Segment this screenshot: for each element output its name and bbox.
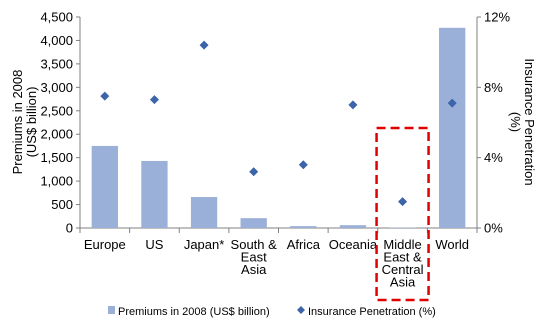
bar-6 [339,225,367,228]
category-label-1: Europe [84,237,126,252]
right-tick-label: 0% [484,221,503,236]
right-tick-label: 8% [484,80,503,95]
category-label-5: Africa [287,237,321,252]
bar-5 [290,226,317,228]
category-label-line: US [145,237,163,252]
bar-4 [240,218,267,228]
left-tick-label: 500 [51,197,73,212]
category-label-3: Japan* [184,237,224,252]
point-8 [447,98,457,108]
category-label-line: Middle [383,237,421,252]
point-1 [100,91,110,101]
category-label-line: East [241,250,267,265]
left-tick-label: 4,500 [40,10,73,25]
left-tick-label: 2,500 [40,103,73,118]
bar-2 [141,160,168,228]
right-axis-title-line: Insurance Penetration [522,58,537,185]
bar-1 [91,145,118,228]
right-axis-title: Insurance Penetration(%) [508,58,537,185]
category-label-line: Europe [84,237,126,252]
category-label-line: Japan* [184,237,224,252]
left-tick-label: 1,500 [40,150,73,165]
category-label-4: South & East Asia [231,237,278,277]
category-label-line: Asia [241,262,267,277]
category-label-6: Oceania [329,237,378,252]
legend-label-points: Insurance Penetration (%) [308,306,436,318]
category-label-2: US [145,237,163,252]
left-tick-label: 4,000 [40,33,73,48]
bar-3 [190,197,218,228]
legend-swatch-bars [108,306,115,314]
left-axis-title-line: (US$ billion) [24,87,39,158]
right-tick-label: 12% [484,10,510,25]
category-label-line: Africa [287,237,321,252]
point-4 [249,167,259,177]
left-axis-title-line: Premiums in 2008 [10,70,25,175]
left-tick-label: 3,500 [40,56,73,71]
point-2 [149,95,159,105]
category-label-line: World [435,237,469,252]
category-label-line: East & [383,250,422,265]
left-axis-title: Premiums in 2008(US$ billion) [10,70,39,175]
left-tick-label: 3,000 [40,80,73,95]
category-label-line: Oceania [329,237,378,252]
legend-label-bars: Premiums in 2008 (US$ billion) [118,306,270,318]
legend-swatch-points [297,306,305,314]
point-3 [199,40,209,50]
point-7 [398,197,408,207]
category-label-line: Central [382,262,424,277]
right-tick-label: 4% [484,150,503,165]
bar-8 [439,27,466,229]
category-label-line: South & [231,237,278,252]
right-axis-title-line: (%) [508,112,523,132]
point-6 [348,100,358,110]
category-label-line: Asia [390,275,416,290]
category-label-7: Middle East & Central Asia [382,237,424,290]
left-tick-label: 2,000 [40,127,73,142]
point-5 [298,160,308,170]
left-tick-label: 0 [66,221,73,236]
category-label-8: World [435,237,469,252]
left-tick-label: 1,000 [40,174,73,189]
